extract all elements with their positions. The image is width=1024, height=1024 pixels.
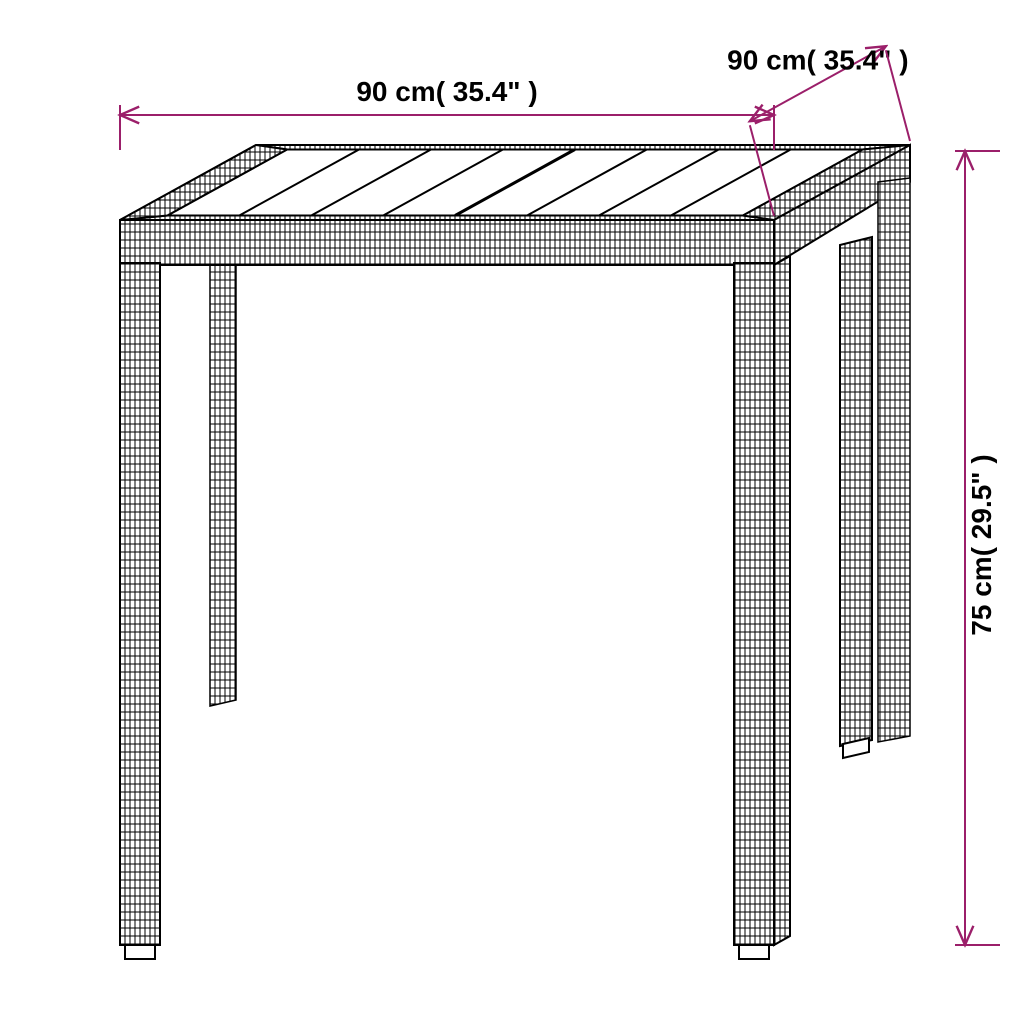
dimension-label: 90 cm( 35.4" )	[356, 76, 537, 107]
dimension-label: 90 cm( 35.4" )	[727, 45, 908, 76]
dimension-label: 75 cm( 29.5" )	[966, 454, 997, 635]
leg-back-right-side	[878, 178, 910, 742]
leg-front-left	[120, 263, 160, 945]
leg-front-right-side	[774, 256, 790, 945]
leg-back-right	[840, 237, 872, 746]
apron-front	[120, 220, 774, 265]
leg-front-right-foot	[739, 945, 769, 959]
leg-front-right	[734, 263, 774, 945]
tabletop-border-back	[256, 145, 910, 150]
leg-back-left	[210, 251, 236, 706]
leg-front-left-foot	[125, 945, 155, 959]
